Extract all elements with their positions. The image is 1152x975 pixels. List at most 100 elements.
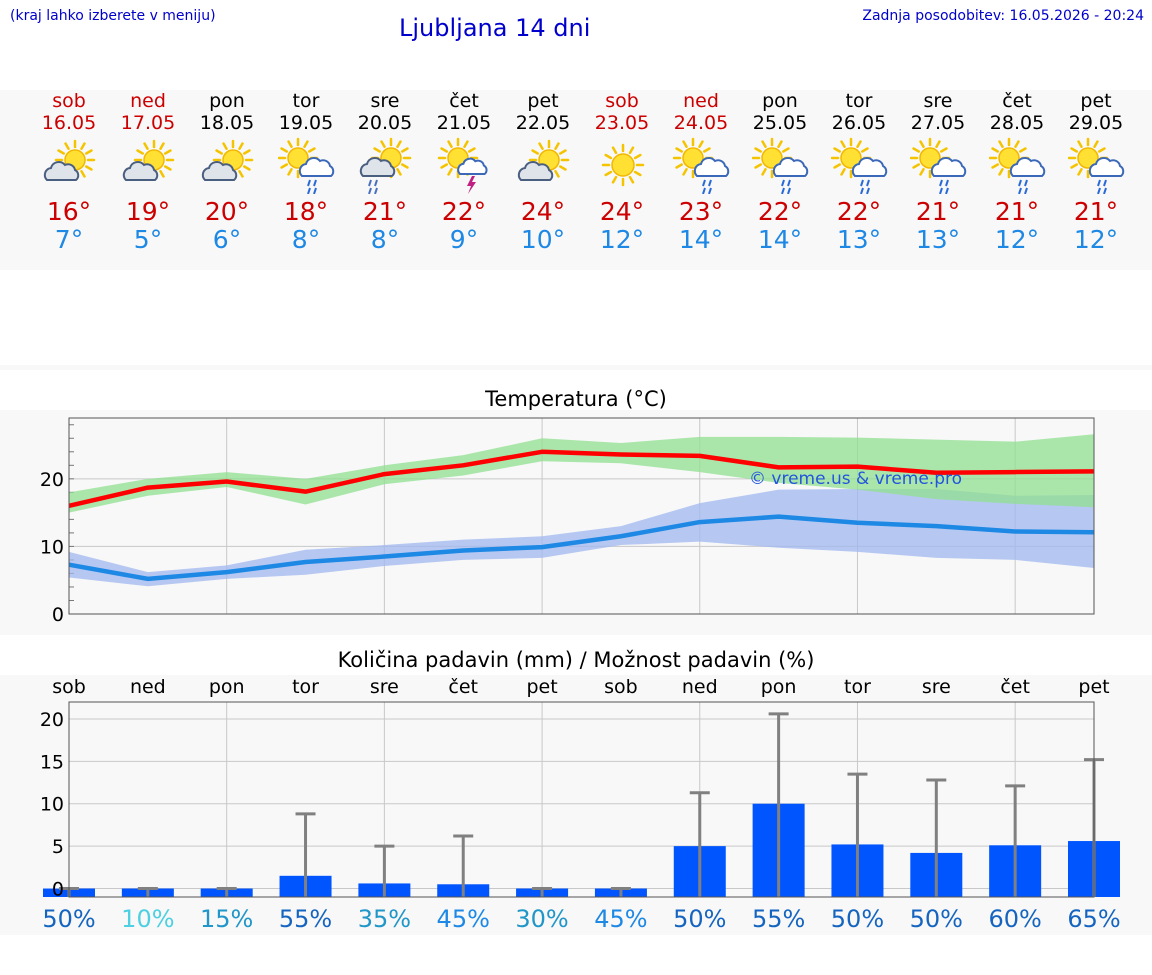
precip-probability: 55% [752, 905, 805, 933]
day-name: sre [370, 90, 400, 112]
day-name: pet [527, 90, 559, 112]
temp-max: 22° [836, 197, 882, 226]
precip-range-whisker [1005, 784, 1026, 897]
precip-probability: 50% [831, 905, 884, 933]
sun-cloud-icon [201, 139, 253, 181]
temp-max: 22° [757, 197, 803, 226]
day-label: pon [761, 676, 797, 698]
watermark: © vreme.us & vreme.pro [749, 469, 962, 489]
day-name: sre [923, 90, 953, 112]
y-tick-label: 5 [52, 836, 64, 858]
temp-max: 21° [915, 197, 961, 226]
last-updated: Zadnja posodobitev: 16.05.2026 - 20:24 [862, 8, 1144, 24]
max-temp-range [69, 434, 1094, 513]
temp-max: 23° [678, 197, 724, 226]
day-label: čet [448, 676, 478, 698]
precip-probability: 65% [1067, 905, 1120, 933]
precip-probability: 10% [121, 905, 174, 933]
temp-max: 19° [125, 197, 171, 226]
sun-thunder-icon [437, 137, 488, 194]
sun-icon [601, 143, 644, 187]
temp-min: 6° [212, 225, 242, 254]
page-title: Ljubljana 14 dni [399, 14, 591, 42]
day-name: pon [209, 90, 245, 112]
grid-lines [69, 702, 1094, 897]
sun-rain-icon [672, 137, 729, 194]
divider [0, 365, 1152, 370]
sun-cloud-icon [122, 139, 174, 181]
precip-probability: 30% [515, 905, 568, 933]
day-date: 16.05 [41, 112, 97, 134]
day-date: 19.05 [278, 112, 334, 134]
day-name: ned [130, 90, 166, 112]
temp-min: 7° [54, 225, 84, 254]
precip-probability: 50% [910, 905, 963, 933]
y-tick-label: 0 [52, 879, 64, 901]
temp-max: 18° [283, 197, 329, 226]
sun-cloud-icon [517, 139, 569, 181]
precip-probability: 60% [988, 905, 1041, 933]
temp-max: 21° [362, 197, 408, 226]
day-label: ned [130, 676, 166, 698]
sun-rain-icon [830, 137, 887, 194]
temp-min: 13° [915, 225, 961, 254]
temp-max: 16° [46, 197, 92, 226]
y-tick-label: 15 [40, 751, 64, 773]
min-temp-line [68, 514, 1095, 582]
sun-rain-icon [909, 137, 966, 194]
precip-range-whisker [926, 778, 947, 897]
y-tick-label: 20 [40, 469, 64, 491]
y-tick-label: 20 [40, 709, 64, 731]
temp-min: 12° [1073, 225, 1119, 254]
day-label: pet [526, 676, 557, 698]
day-name: ned [683, 90, 719, 112]
day-name: sob [605, 90, 639, 112]
temp-min: 12° [994, 225, 1040, 254]
day-date: 18.05 [199, 112, 255, 134]
y-tick-label: 10 [40, 794, 64, 816]
y-tick-label: 10 [40, 536, 64, 558]
temp-max: 20° [204, 197, 250, 226]
precip-probability: 50% [673, 905, 726, 933]
temp-min: 14° [678, 225, 724, 254]
max-temp-line [68, 449, 1095, 509]
precip-probability: 45% [594, 905, 647, 933]
day-date: 20.05 [357, 112, 413, 134]
day-label: sob [52, 676, 86, 698]
day-date: 26.05 [831, 112, 887, 134]
temp-min: 9° [449, 225, 479, 254]
sun-rain-icon [988, 137, 1045, 194]
precip-range-whisker [216, 887, 237, 897]
day-label: sob [604, 676, 638, 698]
day-name: pon [762, 90, 798, 112]
day-name: tor [845, 90, 873, 112]
cloud-sun-rain-icon [359, 137, 411, 194]
day-name: sob [52, 90, 86, 112]
precipitation-chart-title: Količina padavin (mm) / Možnost padavin … [337, 648, 815, 672]
precip-probability: 55% [279, 905, 332, 933]
day-date: 21.05 [436, 112, 492, 134]
sun-rain-icon [1067, 137, 1124, 194]
temp-max: 21° [994, 197, 1040, 226]
precip-range-whisker [295, 812, 316, 897]
temp-max: 22° [441, 197, 487, 226]
day-label: tor [844, 676, 871, 698]
temp-max: 24° [599, 197, 645, 226]
day-date: 28.05 [989, 112, 1045, 134]
day-name: tor [292, 90, 320, 112]
day-date: 22.05 [515, 112, 571, 134]
precip-probability: 50% [42, 905, 95, 933]
precip-range-whisker [453, 834, 474, 897]
precip-range-whisker [137, 887, 158, 897]
day-date: 23.05 [594, 112, 650, 134]
temp-min: 10° [520, 225, 566, 254]
day-date: 17.05 [120, 112, 176, 134]
precipitation-chart: sob ned pon tor sre čet pet sob ned pon tor sre čet p… [0, 675, 1152, 935]
precip-probability: 45% [437, 905, 490, 933]
day-date: 25.05 [752, 112, 808, 134]
precip-range-whisker [532, 887, 553, 897]
precip-probability: 35% [358, 905, 411, 933]
precip-range-whisker [768, 712, 789, 897]
location-hint: (kraj lahko izberete v meniju) [10, 8, 216, 24]
day-label: sre [370, 676, 399, 698]
